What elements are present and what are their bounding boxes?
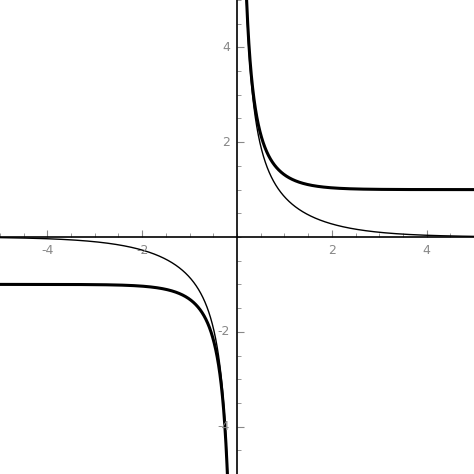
Text: -4: -4 [41, 244, 54, 257]
Text: 4: 4 [423, 244, 430, 257]
Text: 2: 2 [222, 136, 230, 149]
Text: -4: -4 [218, 420, 230, 433]
Text: -2: -2 [136, 244, 148, 257]
Text: 2: 2 [328, 244, 336, 257]
Text: 4: 4 [222, 41, 230, 54]
Text: -2: -2 [218, 325, 230, 338]
